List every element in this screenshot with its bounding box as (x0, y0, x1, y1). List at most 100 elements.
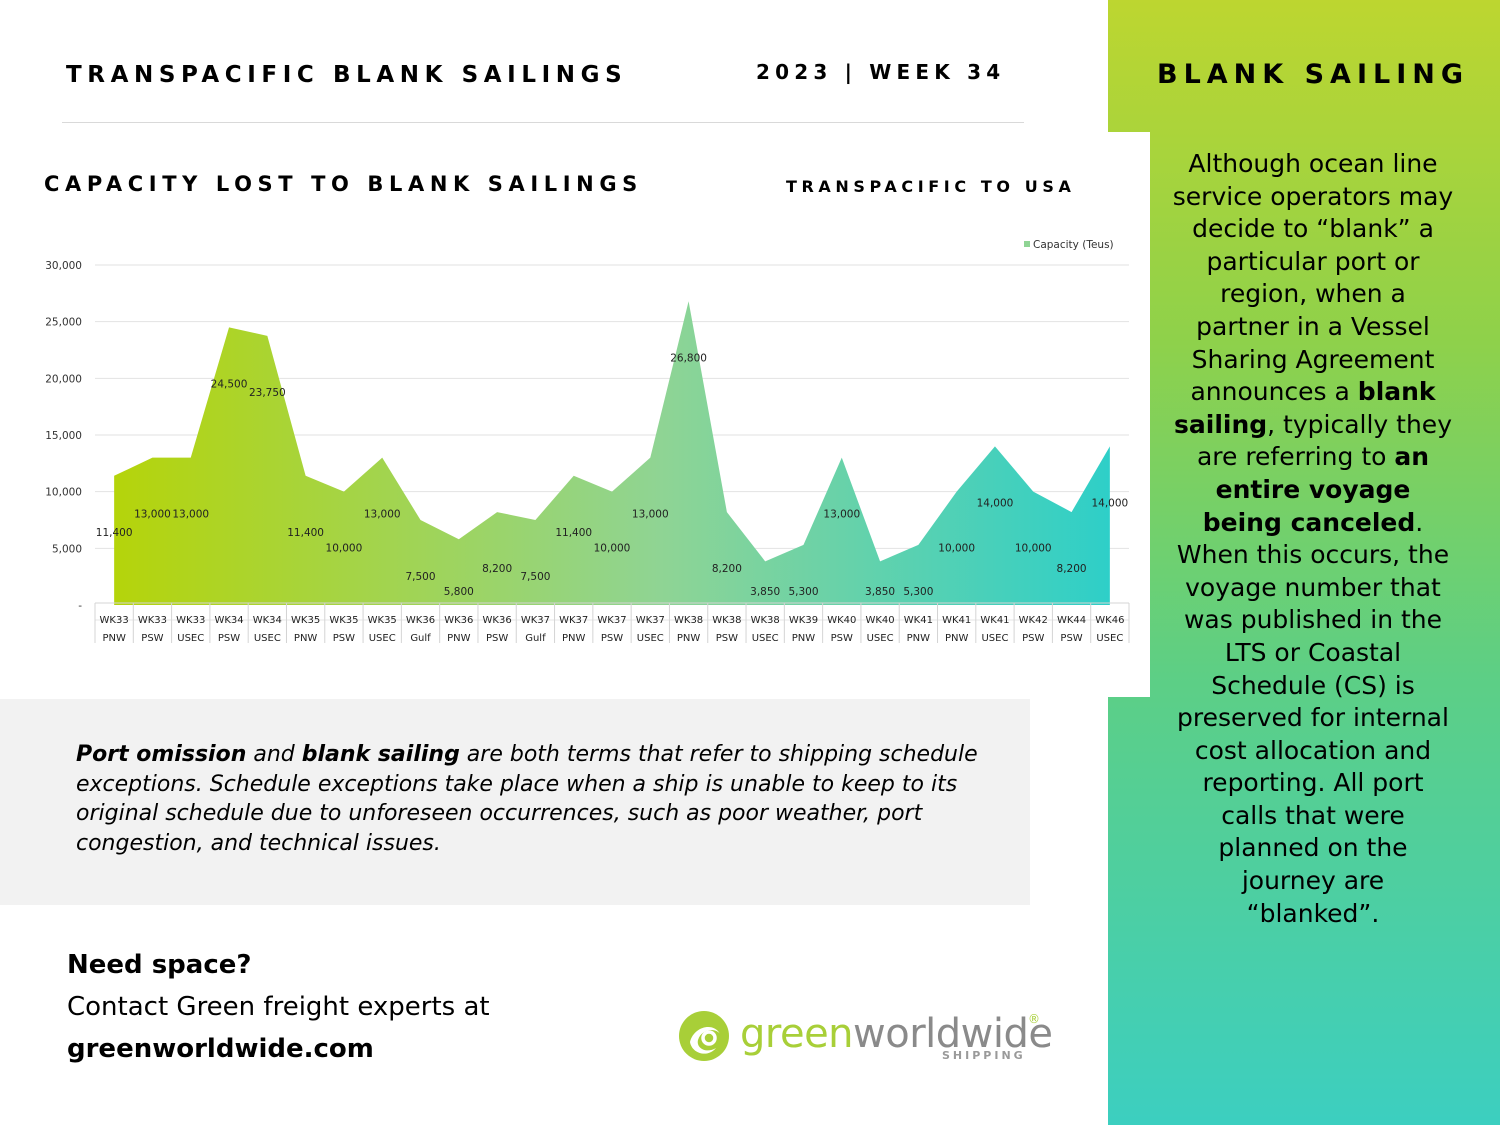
header-divider (62, 122, 1024, 123)
sidebar-title: BLANK SAILING (1157, 59, 1469, 90)
globe-swirl-icon (679, 1011, 729, 1061)
note-term-port-omission: Port omission (76, 742, 247, 767)
logo-wordmark: greenworldwide (740, 1012, 1053, 1056)
x-tick-week: WK38 (751, 615, 780, 626)
y-tick-label: 25,000 (45, 317, 82, 329)
data-label: 10,000 (1015, 543, 1052, 555)
x-tick-week: WK37 (559, 615, 588, 626)
data-label: 13,000 (172, 509, 209, 521)
x-tick-region: USEC (254, 633, 281, 644)
data-label: 11,400 (287, 527, 324, 539)
data-label: 13,000 (134, 509, 171, 521)
legend-label: Capacity (Teus) (1033, 239, 1114, 251)
x-tick-week: WK33 (138, 615, 167, 626)
data-label: 8,200 (482, 563, 512, 575)
x-tick-region: USEC (369, 633, 396, 644)
x-tick-week: WK41 (942, 615, 971, 626)
note-box (0, 699, 1030, 905)
data-label: 24,500 (211, 378, 248, 390)
cta-url[interactable]: greenworldwide.com (67, 1034, 374, 1064)
data-label: 5,300 (903, 586, 933, 598)
x-tick-region: PNW (102, 633, 126, 644)
x-tick-week: WK46 (1095, 615, 1124, 626)
data-label: 10,000 (594, 543, 631, 555)
x-tick-week: WK35 (291, 615, 320, 626)
data-label: 14,000 (977, 497, 1014, 509)
x-tick-region: PNW (792, 633, 816, 644)
x-tick-week: WK33 (176, 615, 205, 626)
data-label: 13,000 (364, 509, 401, 521)
x-tick-region: USEC (637, 633, 664, 644)
sidebar-text-p1: Although ocean line service operators ma… (1172, 149, 1454, 407)
data-label: 3,850 (865, 586, 895, 598)
sidebar-text-b2: an entire voyage being canceled (1202, 442, 1430, 537)
greenworldwide-logo: greenworldwide ® SHIPPING (676, 1008, 1056, 1068)
x-tick-week: WK41 (904, 615, 933, 626)
page-title: TRANSPACIFIC BLANK SAILINGS (66, 62, 628, 88)
x-tick-week: WK40 (827, 615, 856, 626)
data-label: 26,800 (670, 352, 707, 364)
x-tick-week: WK34 (214, 615, 243, 626)
note-term-blank-sailing: blank sailing (301, 742, 460, 767)
x-tick-region: PSW (333, 633, 355, 644)
cta-heading: Need space? (67, 950, 252, 980)
data-label: 14,000 (1091, 497, 1128, 509)
x-tick-region: USEC (1096, 633, 1123, 644)
y-tick-label: 5,000 (52, 543, 82, 555)
x-tick-week: WK33 (100, 615, 129, 626)
data-label: 7,500 (405, 571, 435, 583)
x-tick-week: WK35 (368, 615, 397, 626)
y-tick-label: 10,000 (45, 487, 82, 499)
x-tick-week: WK44 (1057, 615, 1086, 626)
data-label: 13,000 (632, 509, 669, 521)
x-tick-week: WK41 (980, 615, 1009, 626)
x-tick-week: WK37 (636, 615, 665, 626)
x-tick-week: WK40 (865, 615, 894, 626)
y-tick-label: 20,000 (45, 373, 82, 385)
area-series-capacity (114, 301, 1110, 605)
x-tick-week: WK42 (1019, 615, 1048, 626)
x-tick-region: PSW (141, 633, 163, 644)
x-tick-week: WK35 (329, 615, 358, 626)
data-label: 23,750 (249, 387, 286, 399)
y-tick-label: 15,000 (45, 430, 82, 442)
x-tick-region: PSW (831, 633, 853, 644)
x-tick-region: PSW (601, 633, 623, 644)
capacity-area-chart: - 5,000 10,000 15,000 20,000 25,000 30,000 11,4… (45, 239, 1130, 644)
data-label: 5,800 (444, 586, 474, 598)
note-and: and (246, 742, 302, 767)
x-tick-region: PNW (562, 633, 586, 644)
logo-worldwide: worldwide (853, 1011, 1053, 1057)
x-tick-region: PNW (677, 633, 701, 644)
data-label: 5,300 (788, 586, 818, 598)
legend-swatch (1024, 241, 1030, 247)
x-tick-region: USEC (981, 633, 1008, 644)
note-text: Port omission and blank sailing are both… (76, 740, 1006, 858)
x-tick-region: Gulf (410, 633, 431, 644)
sidebar-text-b1: blank sailing (1174, 377, 1436, 439)
x-tick-week: WK39 (789, 615, 818, 626)
x-tick-week: WK37 (521, 615, 550, 626)
data-label: 3,850 (750, 586, 780, 598)
logo-subtitle: SHIPPING (942, 1049, 1026, 1062)
logo-green: green (740, 1011, 854, 1057)
cta-line: Contact Green freight experts at (67, 992, 490, 1022)
x-tick-region: USEC (867, 633, 894, 644)
logo-registered-mark: ® (1028, 1012, 1040, 1026)
data-label: 8,200 (1057, 563, 1087, 575)
sidebar-text-p3: . When this occurs, the voyage number th… (1176, 507, 1450, 928)
x-tick-week: WK37 (597, 615, 626, 626)
x-tick-week: WK34 (253, 615, 282, 626)
week-label: 2023 | WEEK 34 (756, 60, 1006, 84)
x-tick-week: WK38 (674, 615, 703, 626)
x-tick-region: PNW (447, 633, 471, 644)
sidebar-panel (1108, 0, 1500, 1125)
data-label: 10,000 (938, 543, 975, 555)
x-tick-week: WK36 (483, 615, 512, 626)
data-label: 11,400 (96, 527, 133, 539)
x-tick-week: WK36 (444, 615, 473, 626)
x-tick-region: PSW (716, 633, 738, 644)
x-tick-region: PNW (945, 633, 969, 644)
x-tick-region: PNW (294, 633, 318, 644)
x-tick-region: Gulf (525, 633, 546, 644)
